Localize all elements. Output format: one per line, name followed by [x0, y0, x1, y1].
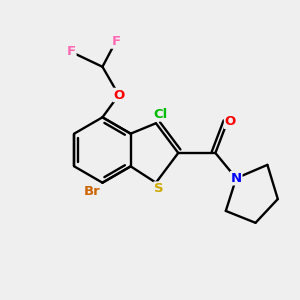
Text: O: O: [113, 88, 124, 101]
Text: S: S: [154, 182, 164, 195]
Text: N: N: [231, 172, 242, 185]
Text: Cl: Cl: [153, 108, 167, 121]
Text: O: O: [225, 115, 236, 128]
Text: Br: Br: [84, 185, 100, 198]
Text: F: F: [67, 45, 76, 58]
Text: F: F: [111, 35, 120, 48]
